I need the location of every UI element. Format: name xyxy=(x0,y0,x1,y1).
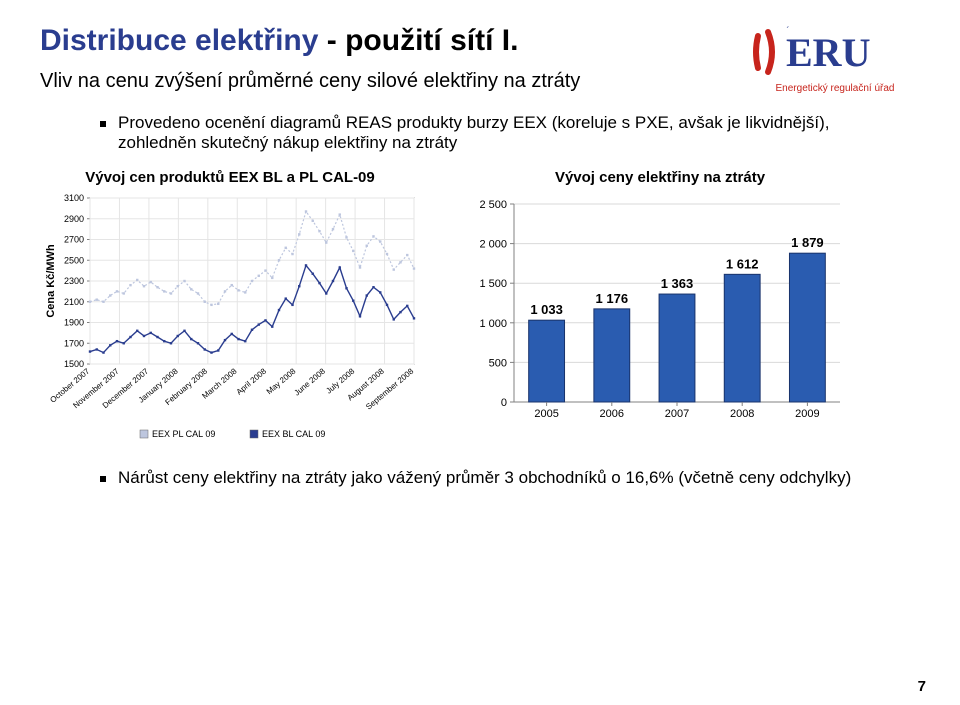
svg-text:2009: 2009 xyxy=(795,408,819,420)
svg-text:2008: 2008 xyxy=(730,408,754,420)
svg-text:1 363: 1 363 xyxy=(661,276,694,291)
svg-text:1900: 1900 xyxy=(64,318,84,328)
svg-text:1700: 1700 xyxy=(64,338,84,348)
svg-text:1 500: 1 500 xyxy=(479,278,507,290)
svg-text:EEX PL CAL 09: EEX PL CAL 09 xyxy=(152,429,215,439)
bullet-dot xyxy=(100,476,106,482)
title-blue: Distribuce elektřiny xyxy=(40,24,318,57)
svg-text:3100: 3100 xyxy=(64,194,84,203)
svg-text:2006: 2006 xyxy=(600,408,624,420)
page-number: 7 xyxy=(918,678,926,695)
title-black: - použití sítí I. xyxy=(318,24,518,57)
subtitle: Vliv na cenu zvýšení průměrné ceny silov… xyxy=(40,70,580,93)
bar-chart: 0 500 1 000 1 500 2 000 2 500 1 033 2005 1 176 20… xyxy=(470,194,850,424)
svg-text:2100: 2100 xyxy=(64,297,84,307)
svg-text:1 033: 1 033 xyxy=(530,302,563,317)
svg-text:0: 0 xyxy=(501,397,507,409)
svg-text:2900: 2900 xyxy=(64,214,84,224)
svg-text:500: 500 xyxy=(489,357,507,369)
svg-text:April 2008: April 2008 xyxy=(235,366,269,396)
logo-icon: ERU ´ xyxy=(750,24,920,80)
bullet-dot xyxy=(100,121,106,127)
svg-text:2500: 2500 xyxy=(64,255,84,265)
svg-text:Cena Kč/MWh: Cena Kč/MWh xyxy=(45,244,57,318)
line-chart: 1500 1700 1900 2100 2300 2500 2700 2900 3100 Cena… xyxy=(40,194,420,454)
slide-title: Distribuce elektřiny - použití sítí I. xyxy=(40,24,580,58)
svg-text:1 176: 1 176 xyxy=(596,291,629,306)
bar-chart-title: Vývoj ceny elektřiny na ztráty xyxy=(555,169,765,186)
svg-text:EEX BL CAL 09: EEX BL CAL 09 xyxy=(262,429,325,439)
line-chart-container: Vývoj cen produktů EEX BL a PL CAL-09 15… xyxy=(40,169,420,454)
svg-text:1 000: 1 000 xyxy=(479,318,507,330)
logo-accent: ´ xyxy=(786,26,789,37)
logo-text: ERU xyxy=(786,30,870,75)
bar-chart-container: Vývoj ceny elektřiny na ztráty 0 500 1 000… xyxy=(470,169,850,454)
svg-text:2 500: 2 500 xyxy=(479,199,507,211)
bullet-text: Provedeno ocenění diagramů REAS produkty… xyxy=(118,113,898,153)
svg-text:2300: 2300 xyxy=(64,276,84,286)
svg-text:2700: 2700 xyxy=(64,235,84,245)
line-chart-title: Vývoj cen produktů EEX BL a PL CAL-09 xyxy=(85,169,375,186)
svg-text:2007: 2007 xyxy=(665,408,689,420)
svg-text:1 612: 1 612 xyxy=(726,256,759,271)
bullet-list: Provedeno ocenění diagramů REAS produkty… xyxy=(100,113,920,153)
footer-bullet-text: Nárůst ceny elektřiny na ztráty jako váž… xyxy=(118,468,851,488)
svg-text:1500: 1500 xyxy=(64,359,84,369)
svg-text:June 2008: June 2008 xyxy=(293,366,328,397)
svg-text:2 000: 2 000 xyxy=(479,239,507,251)
eru-logo: ERU ´ Energetický regulační úřad xyxy=(750,24,920,94)
logo-caption: Energetický regulační úřad xyxy=(750,83,920,94)
svg-text:1 879: 1 879 xyxy=(791,235,824,250)
svg-text:2005: 2005 xyxy=(534,408,558,420)
